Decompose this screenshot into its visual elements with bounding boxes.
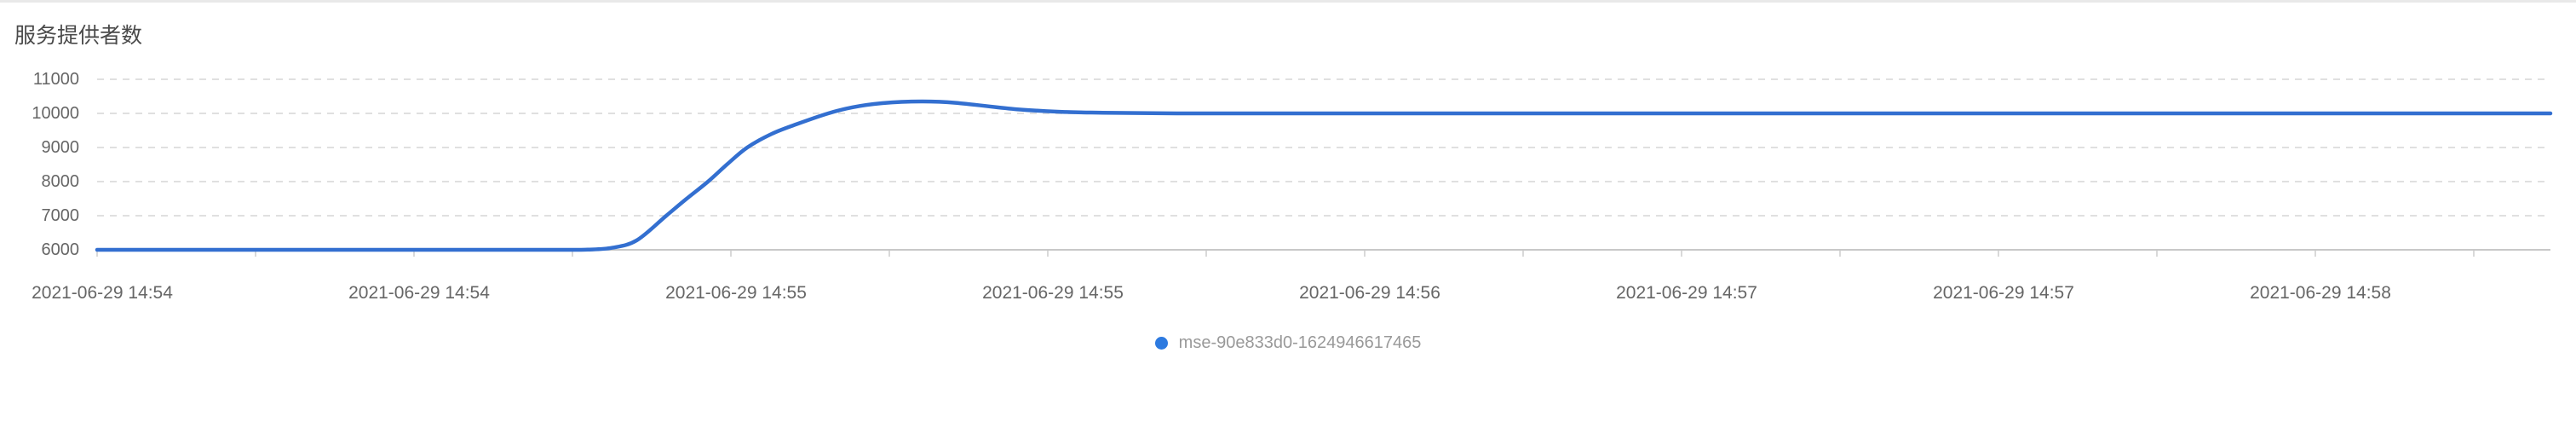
x-axis-label: 2021-06-29 14:56 (1299, 283, 1440, 303)
x-axis-label: 2021-06-29 14:54 (32, 283, 173, 303)
legend: mse-90e833d0-1624946617465 (0, 331, 2576, 355)
chart-title: 服务提供者数 (14, 24, 143, 48)
x-axis-label: 2021-06-29 14:58 (2250, 283, 2391, 303)
legend-item[interactable]: mse-90e833d0-1624946617465 (1154, 333, 1422, 353)
y-axis-label: 11000 (32, 70, 79, 89)
series-line (95, 99, 2553, 252)
legend-series-label: mse-90e833d0-1624946617465 (1178, 333, 1422, 352)
y-axis-label: 6000 (41, 240, 80, 259)
x-axis-label: 2021-06-29 14:57 (1933, 283, 2074, 303)
x-axis-label: 2021-06-29 14:57 (1616, 283, 1757, 303)
x-axis-label: 2021-06-29 14:55 (982, 283, 1124, 303)
y-axis-label: 9000 (41, 138, 80, 157)
panel-top-border (0, 0, 2576, 3)
y-axis-label: 10000 (32, 104, 79, 123)
legend-dot-icon (1154, 336, 1168, 350)
x-axis-label: 2021-06-29 14:55 (665, 283, 807, 303)
y-axis-label: 8000 (41, 172, 80, 191)
y-axis-label: 7000 (41, 206, 80, 225)
x-axis-label: 2021-06-29 14:54 (348, 283, 490, 303)
